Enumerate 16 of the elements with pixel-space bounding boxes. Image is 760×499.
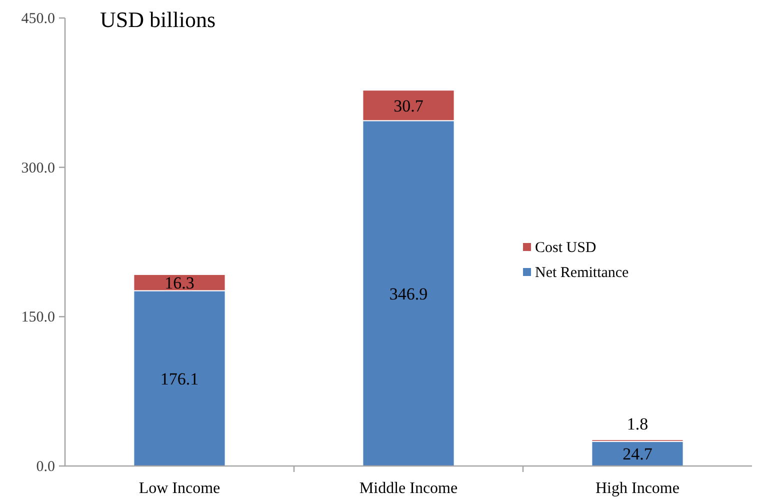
data-label: 30.7 (394, 96, 424, 116)
x-tick-label: Low Income (138, 480, 220, 497)
data-label: 1.8 (626, 414, 648, 434)
data-label: 16.3 (164, 274, 194, 293)
x-tick-label: High Income (596, 480, 680, 497)
data-label: 24.7 (622, 444, 653, 464)
y-tick-label: 300.0 (21, 160, 55, 176)
x-tick-label: Middle Income (359, 480, 458, 497)
data-label: 176.1 (160, 369, 199, 388)
legend-label: Cost USD (535, 240, 596, 256)
chart-title: USD billions (100, 7, 216, 32)
legend-label: Net Remittance (535, 265, 630, 281)
y-tick-label: 150.0 (21, 310, 55, 326)
y-tick-label: 0.0 (36, 459, 55, 475)
y-tick-label: 450.0 (21, 11, 55, 27)
data-label: 346.9 (389, 284, 428, 304)
